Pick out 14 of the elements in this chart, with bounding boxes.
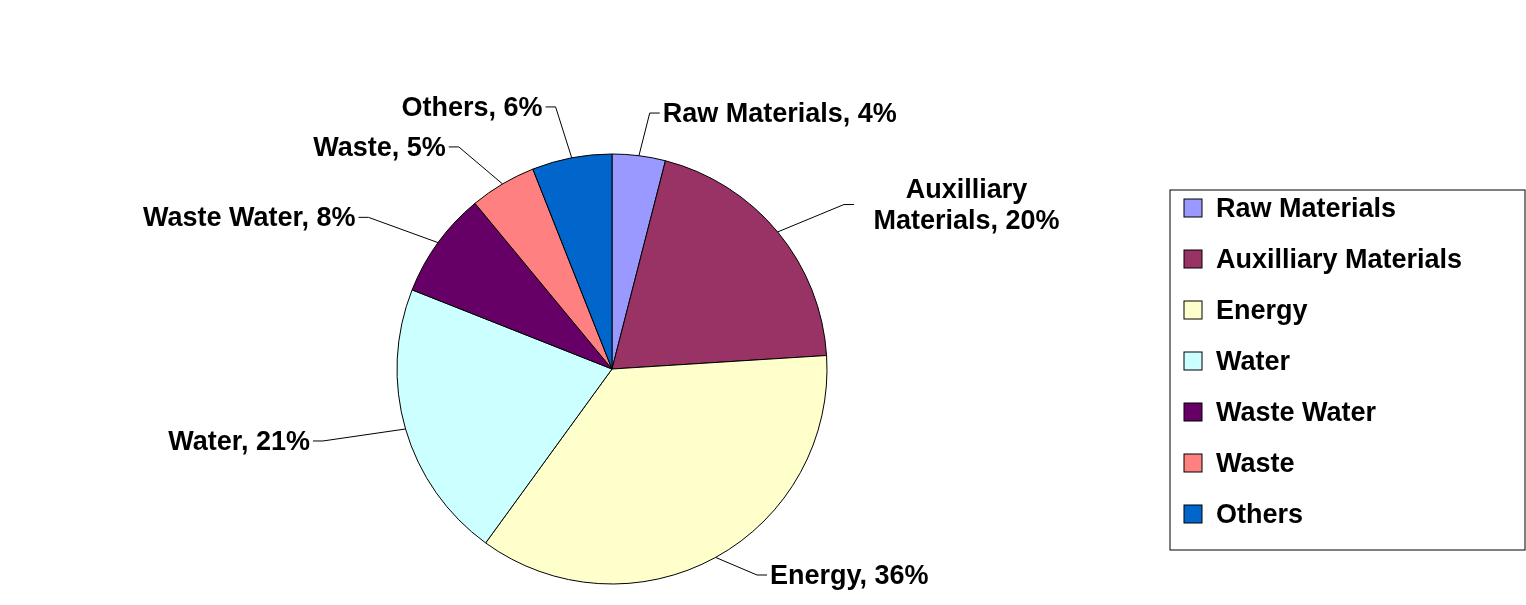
legend-label: Others <box>1216 499 1304 529</box>
data-label: Energy, 36% <box>770 560 929 590</box>
legend-label: Water <box>1216 346 1291 376</box>
data-label: Waste Water, 8% <box>142 202 356 233</box>
data-label: Others, 6% <box>401 91 543 122</box>
data-label: Auxilliary Materials, 20% <box>873 174 1060 236</box>
legend-label: Raw Materials <box>1216 193 1397 223</box>
data-label: Waste, 5% <box>313 131 446 162</box>
data-label: Water, 21% <box>168 425 310 456</box>
legend-label: Waste Water <box>1216 397 1377 427</box>
legend-label: Energy <box>1216 295 1308 325</box>
legend-label: Waste <box>1216 448 1295 478</box>
legend-label: Auxilliary Materials <box>1216 244 1463 274</box>
data-label: Raw Materials, 4% <box>662 98 897 129</box>
